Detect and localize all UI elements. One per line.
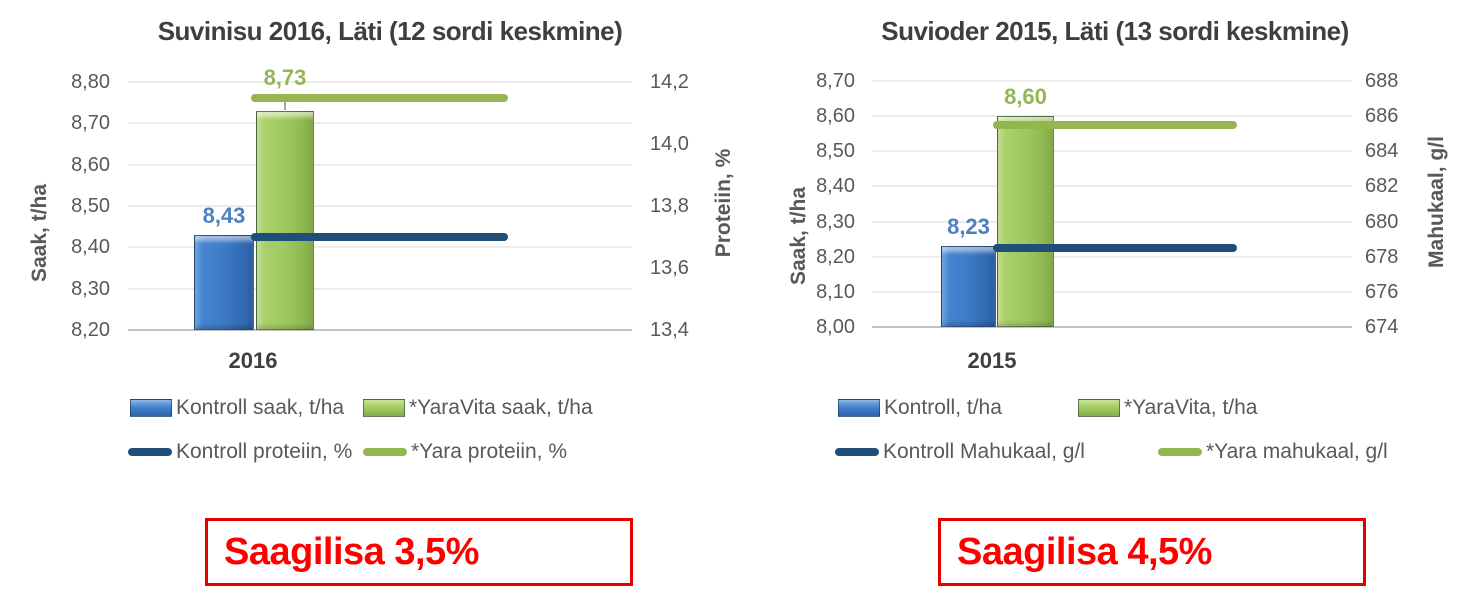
gridline — [872, 185, 1352, 187]
left-axis-tick-label: 8,30 — [816, 210, 855, 233]
x-axis-line — [872, 326, 1352, 328]
left-axis-tick-label: 8,30 — [71, 277, 110, 300]
yara-proteiin-line — [251, 93, 508, 102]
x-axis-line — [128, 329, 632, 331]
left-axis-tick-label: 8,60 — [71, 153, 110, 176]
left-axis-tick-label: 8,20 — [816, 245, 855, 268]
callout-box: Saagilisa 3,5% — [205, 518, 633, 586]
right-axis-tick-label: 680 — [1365, 210, 1399, 233]
legend-item-kontroll: Kontroll, t/ha — [838, 396, 1002, 420]
gridline — [128, 81, 632, 83]
left-axis-tick-label: 8,70 — [71, 112, 110, 135]
gridline — [128, 164, 632, 166]
right-axis-tick-label: 14,0 — [650, 133, 689, 155]
callout-text: Saagilisa 3,5% — [224, 530, 479, 573]
right-axis-tick-label: 688 — [1365, 70, 1399, 92]
green-bar-swatch-icon — [1078, 399, 1120, 417]
gridline — [872, 221, 1352, 223]
yaravita-saak-bar: 8,73 — [256, 66, 314, 330]
gridline — [872, 291, 1352, 293]
legend-label: *Yara proteiin, % — [411, 440, 568, 463]
plot-area: 8,23 8,60 — [872, 80, 1352, 328]
gridline — [872, 150, 1352, 152]
kontroll-saak-bar: 8,43 — [194, 204, 254, 330]
legend-item-kontroll-saak: Kontroll saak, t/ha — [130, 396, 344, 420]
left-axis-tick-label: 8,80 — [71, 71, 110, 93]
chart-suvioder-2015: Suvioder 2015, Läti (13 sordi keskmine) … — [738, 0, 1476, 591]
legend-item-yara-mahukaal: *Yara mahukaal, g/l — [1158, 440, 1388, 464]
chart-title: Suvinisu 2016, Läti (12 sordi keskmine) — [157, 16, 623, 46]
left-axis-tick-label: 8,50 — [71, 195, 110, 217]
legend-label: *YaraVita saak, t/ha — [409, 396, 593, 419]
olive-line-swatch-icon — [363, 448, 407, 456]
legend-label: Kontroll proteiin, % — [176, 440, 353, 463]
kontroll-bar: 8,23 — [941, 216, 996, 327]
yaravita-data-label: 8,60 — [1004, 84, 1047, 110]
legend-item-kontroll-proteiin: Kontroll proteiin, % — [128, 440, 352, 464]
gridlines — [128, 81, 632, 331]
left-axis-tick-label: 8,20 — [71, 319, 110, 341]
right-axis-tick-label: 684 — [1365, 140, 1399, 163]
kontroll-data-label: 8,23 — [947, 214, 990, 240]
legend-label: *YaraVita, t/ha — [1124, 396, 1258, 419]
legend-label: Kontroll Mahukaal, g/l — [883, 440, 1085, 463]
legend-item-kontroll-mahukaal: Kontroll Mahukaal, g/l — [835, 440, 1085, 464]
olive-line-swatch-icon — [1158, 448, 1202, 456]
yaravita-bar: 8,60 — [997, 86, 1054, 327]
x-category-label: 2015 — [967, 348, 1017, 373]
legend-item-yaravita: *YaraVita, t/ha — [1078, 396, 1257, 420]
navy-line-swatch-icon — [128, 448, 172, 456]
gridline — [128, 246, 632, 248]
y-axis-ticks-right: 688 686 684 682 680 678 676 674 — [1365, 71, 1445, 337]
x-category-label: 2016 — [228, 348, 278, 373]
right-axis-tick-label: 14,2 — [650, 71, 689, 93]
gridlines — [872, 80, 1352, 328]
kontroll-mahukaal-line — [993, 243, 1237, 252]
gridline — [872, 80, 1352, 82]
callout-box: Saagilisa 4,5% — [938, 518, 1366, 586]
legend-label: Kontroll saak, t/ha — [176, 396, 345, 419]
blue-bar-swatch-icon — [130, 399, 172, 417]
right-axis-tick-label: 682 — [1365, 175, 1399, 198]
gridline — [872, 115, 1352, 117]
right-axis-tick-label: 13,8 — [650, 195, 689, 217]
right-axis-tick-label: 686 — [1365, 105, 1399, 128]
y-axis-ticks-left: 8,80 8,70 8,60 8,50 8,40 8,30 8,20 — [22, 72, 110, 340]
gridline — [128, 205, 632, 207]
left-axis-tick-label: 8,40 — [71, 236, 110, 259]
left-axis-tick-label: 8,00 — [816, 316, 855, 338]
yara-mahukaal-line — [993, 120, 1237, 129]
right-axis-tick-label: 676 — [1365, 280, 1399, 303]
gridline — [128, 288, 632, 290]
chart-suvinisu-2016: Suvinisu 2016, Läti (12 sordi keskmine) … — [22, 16, 735, 586]
left-axis-tick-label: 8,70 — [816, 70, 855, 92]
gridline — [872, 256, 1352, 258]
plot-area: 8,43 8,73 — [128, 66, 632, 331]
gridline — [128, 122, 632, 124]
callout-text: Saagilisa 4,5% — [957, 530, 1212, 573]
label-leader-line — [284, 94, 286, 110]
chart-title: Suvioder 2015, Läti (13 sordi keskmine) — [881, 16, 1349, 46]
right-axis-tick-label: 674 — [1365, 316, 1399, 338]
green-bar-swatch-icon — [363, 399, 405, 417]
blue-bar-swatch-icon — [838, 399, 880, 417]
right-axis-tick-label: 13,6 — [650, 257, 689, 279]
y-axis-ticks-right: 14,2 14,0 13,8 13,6 13,4 — [650, 72, 730, 340]
left-axis-tick-label: 8,60 — [816, 105, 855, 128]
kontroll-proteiin-line — [251, 233, 508, 241]
kontroll-data-label: 8,43 — [202, 202, 246, 228]
left-axis-tick-label: 8,10 — [816, 280, 855, 303]
legend-label: *Yara mahukaal, g/l — [1206, 440, 1388, 463]
yaravita-data-label: 8,73 — [263, 64, 307, 90]
legend-item-yaravita-saak: *YaraVita saak, t/ha — [363, 396, 593, 420]
y-axis-ticks-left: 8,70 8,60 8,50 8,40 8,30 8,20 8,10 8,00 — [767, 71, 855, 337]
right-axis-tick-label: 678 — [1365, 245, 1399, 268]
navy-line-swatch-icon — [835, 448, 879, 456]
legend-item-yara-proteiin: *Yara proteiin, % — [363, 440, 567, 464]
left-axis-tick-label: 8,40 — [816, 175, 855, 198]
legend-label: Kontroll, t/ha — [884, 396, 1002, 419]
left-axis-tick-label: 8,50 — [816, 140, 855, 163]
right-axis-tick-label: 13,4 — [650, 319, 689, 341]
